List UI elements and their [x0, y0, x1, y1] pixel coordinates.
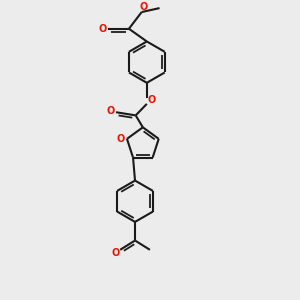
Text: O: O: [111, 248, 119, 258]
Text: O: O: [148, 95, 156, 105]
Text: O: O: [106, 106, 115, 116]
Text: O: O: [116, 134, 124, 144]
Text: O: O: [99, 24, 107, 34]
Text: O: O: [140, 2, 148, 12]
